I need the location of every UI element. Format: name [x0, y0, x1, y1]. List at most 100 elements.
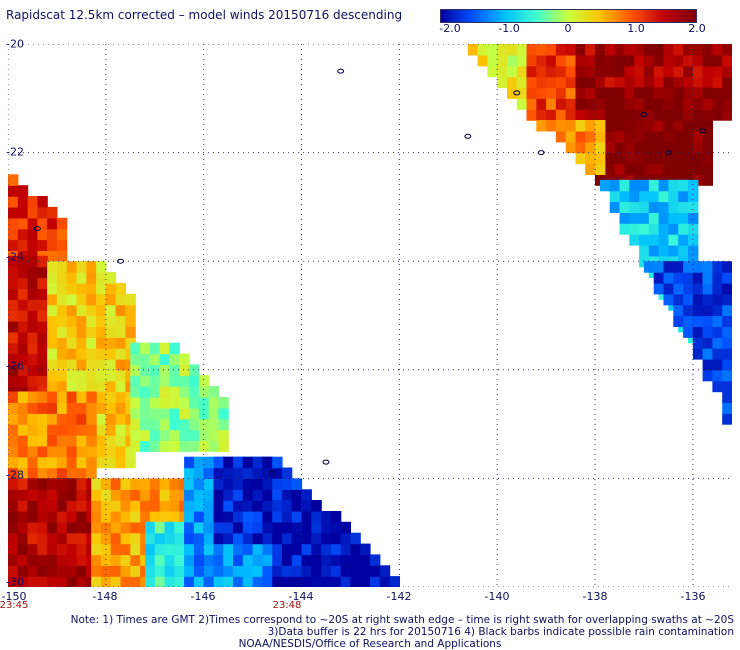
wind-cell — [546, 54, 557, 67]
wind-cell — [37, 196, 48, 208]
wind-cell — [130, 418, 141, 431]
wind-cell — [76, 358, 87, 371]
wind-cell — [193, 543, 205, 556]
wind-cell — [575, 54, 586, 67]
wind-cell — [712, 87, 723, 99]
wind-cell — [585, 152, 596, 165]
wind-cell — [56, 489, 68, 501]
wind-cell — [673, 315, 684, 327]
wind-cell — [575, 152, 586, 165]
wind-cell — [179, 353, 190, 365]
wind-cell — [643, 120, 655, 132]
wind-cell — [159, 478, 170, 490]
wind-cell — [683, 141, 694, 154]
wind-cell — [614, 76, 625, 89]
wind-cell — [252, 532, 263, 545]
wind-cell — [8, 543, 19, 556]
wind-cell — [47, 282, 58, 295]
wind-cell — [565, 44, 577, 56]
x-tick-label: -136 — [680, 590, 706, 603]
wind-cell — [91, 489, 102, 501]
wind-cell — [242, 565, 254, 577]
wind-cell — [619, 190, 630, 203]
wind-cell — [154, 521, 166, 534]
wind-cell — [193, 576, 205, 587]
wind-cell — [722, 44, 732, 56]
wind-cell — [213, 565, 224, 577]
wind-cell — [47, 358, 58, 371]
wind-cell — [130, 440, 141, 452]
wind-cell — [179, 407, 190, 420]
wind-cell — [281, 532, 293, 545]
wind-cell — [702, 358, 713, 371]
wind-cell — [340, 521, 351, 534]
wind-cell — [272, 500, 283, 512]
wind-cell — [507, 54, 518, 67]
wind-cell — [213, 500, 224, 512]
wind-cell — [66, 326, 78, 338]
wind-cell — [86, 272, 97, 284]
wind-cell — [595, 109, 606, 121]
wind-cell — [17, 299, 29, 311]
wind-cell — [189, 418, 200, 431]
wind-cell — [722, 54, 732, 67]
wind-cell — [198, 440, 210, 452]
wind-cell — [125, 326, 136, 338]
wind-cell — [722, 261, 732, 273]
wind-cell — [565, 65, 577, 78]
wind-cell — [340, 565, 351, 577]
wind-cell — [17, 266, 29, 279]
wind-cell — [604, 65, 616, 78]
wind-cell — [683, 152, 694, 165]
wind-cell — [96, 261, 107, 273]
wind-cell — [86, 413, 97, 425]
wind-cell — [536, 54, 547, 67]
wind-cell — [624, 98, 635, 110]
y-tick-label: -26 — [6, 359, 24, 373]
wind-cell — [149, 489, 161, 501]
wind-cell — [56, 261, 68, 273]
wind-cell — [683, 282, 694, 295]
wind-cell — [149, 440, 161, 452]
wind-cell — [76, 348, 87, 360]
wind-cell — [174, 554, 185, 566]
wind-cell — [198, 397, 210, 409]
wind-cell — [702, 76, 713, 89]
wind-cell — [648, 234, 660, 246]
wind-cell — [272, 543, 283, 556]
wind-cell — [115, 391, 126, 403]
wind-cell — [281, 554, 293, 566]
wind-cell — [115, 348, 126, 360]
wind-cell — [242, 500, 254, 512]
wind-cell — [149, 429, 161, 441]
wind-cell — [639, 190, 650, 203]
island-outline — [117, 258, 125, 264]
wind-cell — [683, 76, 694, 89]
wind-cell — [66, 489, 78, 501]
wind-cell — [722, 98, 732, 110]
wind-cell — [629, 201, 640, 213]
wind-cell — [653, 282, 665, 295]
wind-cell — [712, 54, 723, 67]
wind-cell — [91, 565, 102, 577]
wind-cell — [673, 304, 684, 317]
wind-cell — [140, 500, 151, 512]
wind-cell — [575, 98, 586, 110]
wind-cell — [159, 489, 170, 501]
wind-cell — [91, 532, 102, 545]
wind-cell — [140, 364, 151, 376]
wind-cell — [658, 179, 669, 192]
wind-cell — [639, 179, 650, 192]
wind-cell — [110, 532, 122, 545]
wind-cell — [17, 467, 29, 479]
wind-cell — [262, 521, 273, 534]
wind-cell — [110, 543, 122, 556]
wind-cell — [105, 282, 117, 295]
wind-cell — [66, 272, 78, 284]
wind-cell — [56, 424, 68, 436]
wind-cell — [516, 76, 528, 89]
wind-cell — [379, 576, 391, 587]
wind-cell — [673, 65, 684, 78]
wind-cell — [66, 445, 78, 458]
wind-cell — [311, 543, 322, 556]
